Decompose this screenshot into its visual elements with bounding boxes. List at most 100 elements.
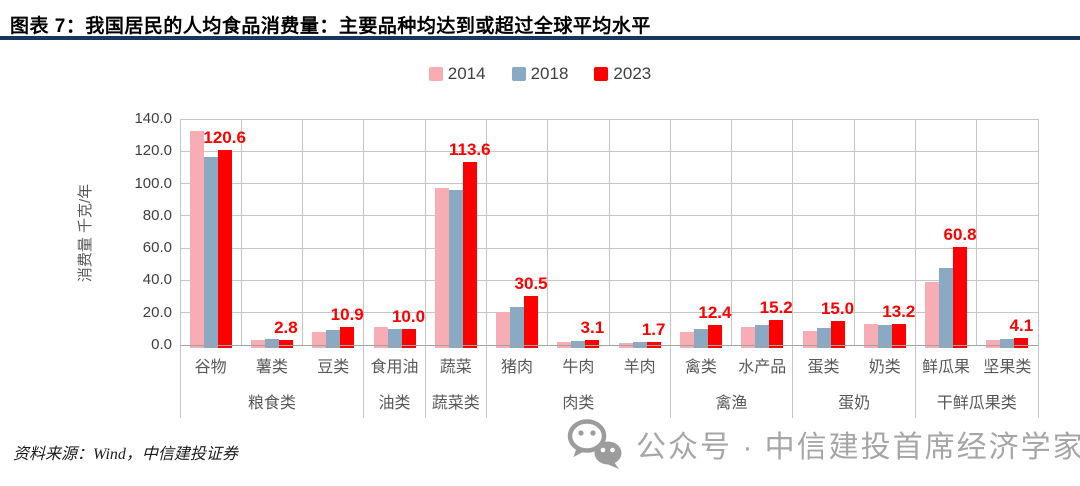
- bar-2018-3: [387, 328, 402, 348]
- data-label-3: 10.0: [391, 306, 426, 326]
- data-label-13: 4.1: [1009, 316, 1034, 336]
- x-label-1: 薯类: [255, 359, 288, 376]
- group-separator: [424, 345, 426, 418]
- y-tick-label: 60.0: [142, 239, 172, 257]
- bar-2014-1: [250, 339, 265, 348]
- gridline-vertical: [240, 119, 242, 345]
- group-label-0: 粮食类: [247, 395, 296, 412]
- data-label-0: 120.6: [203, 128, 246, 148]
- x-label-7: 羊肉: [623, 359, 656, 376]
- y-tick-label: 140.0: [134, 110, 172, 127]
- data-label-9: 15.2: [759, 298, 793, 318]
- y-tick-label: 80.0: [142, 206, 172, 224]
- bar-2023-11: [891, 323, 906, 348]
- gridline-vertical: [731, 119, 733, 345]
- x-label-0: 谷物: [194, 359, 227, 376]
- bar-2018-0: [203, 156, 218, 348]
- y-tick-label: 40.0: [142, 271, 172, 289]
- bar-2018-1: [264, 338, 279, 348]
- bar-2014-13: [986, 339, 1001, 348]
- bar-2023-1: [278, 340, 293, 348]
- bar-2023-13: [1014, 338, 1029, 348]
- title-divider-rule: [0, 36, 1080, 40]
- y-tick-label: 20.0: [142, 303, 172, 321]
- bar-2014-4: [434, 188, 449, 348]
- data-label-5: 30.5: [514, 273, 548, 293]
- bar-2018-11: [877, 324, 892, 348]
- x-label-8: 禽类: [684, 359, 717, 376]
- gridline-vertical: [179, 119, 181, 345]
- bar-2023-5: [524, 295, 539, 348]
- gridline-vertical: [424, 119, 426, 345]
- watermark: 公众号 · 中信建投首席经济学家: [566, 419, 1080, 469]
- group-label-2: 蔬菜类: [431, 395, 480, 412]
- bar-2018-8: [693, 329, 708, 348]
- x-label-2: 豆类: [317, 359, 350, 376]
- bar-2014-6: [557, 341, 572, 348]
- bar-2018-9: [755, 324, 770, 348]
- bar-2023-10: [830, 320, 845, 348]
- bar-2014-0: [189, 130, 204, 348]
- group-separator: [363, 345, 365, 418]
- data-label-2: 10.9: [330, 305, 364, 325]
- bar-2014-9: [741, 327, 756, 348]
- bar-2018-7: [632, 341, 647, 348]
- bar-2018-13: [1000, 338, 1015, 348]
- group-separator: [179, 345, 181, 418]
- group-label-5: 蛋奶: [838, 395, 871, 412]
- bar-2014-12: [925, 282, 940, 348]
- legend-label-2014: 2014: [447, 64, 486, 83]
- gridline-vertical: [608, 119, 610, 345]
- y-tick-label: 100.0: [134, 174, 172, 192]
- legend-swatch-2014: [428, 67, 443, 81]
- gridline-vertical: [669, 119, 671, 345]
- x-label-12: 鲜瓜果: [922, 359, 971, 376]
- bar-2018-4: [448, 189, 463, 348]
- legend-item-2014: 2014: [428, 64, 486, 84]
- bar-2014-10: [802, 330, 817, 348]
- legend-label-2018: 2018: [530, 64, 569, 83]
- legend-item-2023: 2023: [594, 64, 651, 84]
- x-label-10: 蛋类: [807, 359, 840, 376]
- y-tick-label: 0.0: [151, 336, 172, 353]
- bar-2014-8: [679, 331, 694, 348]
- legend-item-2018: 2018: [511, 64, 569, 84]
- legend: 2014 2018 2023: [0, 64, 1080, 84]
- x-label-5: 猪肉: [501, 359, 534, 376]
- data-label-8: 12.4: [698, 302, 732, 322]
- data-label-12: 60.8: [943, 224, 977, 244]
- bar-2014-11: [863, 323, 878, 348]
- data-label-4: 113.6: [448, 139, 491, 159]
- bar-2023-9: [769, 320, 784, 348]
- x-label-4: 蔬菜: [439, 359, 472, 376]
- bar-2023-0: [217, 150, 232, 348]
- bar-2023-4: [462, 161, 477, 348]
- group-separator: [792, 345, 794, 418]
- data-label-6: 3.1: [580, 317, 605, 337]
- wechat-icon: [566, 419, 624, 469]
- bar-2023-12: [953, 246, 968, 348]
- gridline-vertical: [485, 119, 487, 345]
- y-axis-title: 消费量 千克/年: [77, 183, 94, 283]
- bar-2014-3: [373, 327, 388, 348]
- bar-2018-2: [326, 330, 341, 348]
- gridline-vertical: [547, 119, 549, 345]
- x-label-6: 牛肉: [562, 359, 595, 376]
- bar-2018-6: [571, 340, 586, 348]
- data-label-10: 15.0: [820, 298, 855, 318]
- gridline-vertical: [302, 119, 304, 345]
- group-label-3: 肉类: [562, 395, 595, 412]
- bar-2023-6: [585, 339, 600, 348]
- bar-2014-5: [496, 312, 511, 348]
- chart-title: 图表 7：我国居民的人均食品消费量：主要品种均达到或超过全球平均水平: [10, 16, 651, 37]
- group-separator: [669, 345, 671, 418]
- source-note: 资料来源：Wind，中信建投证券: [13, 446, 238, 463]
- bar-2023-3: [401, 328, 416, 348]
- bar-2018-12: [939, 268, 954, 348]
- legend-label-2023: 2023: [613, 64, 652, 83]
- bar-2023-8: [707, 324, 722, 348]
- gridline-vertical: [976, 119, 978, 345]
- gridline-vertical: [853, 119, 855, 345]
